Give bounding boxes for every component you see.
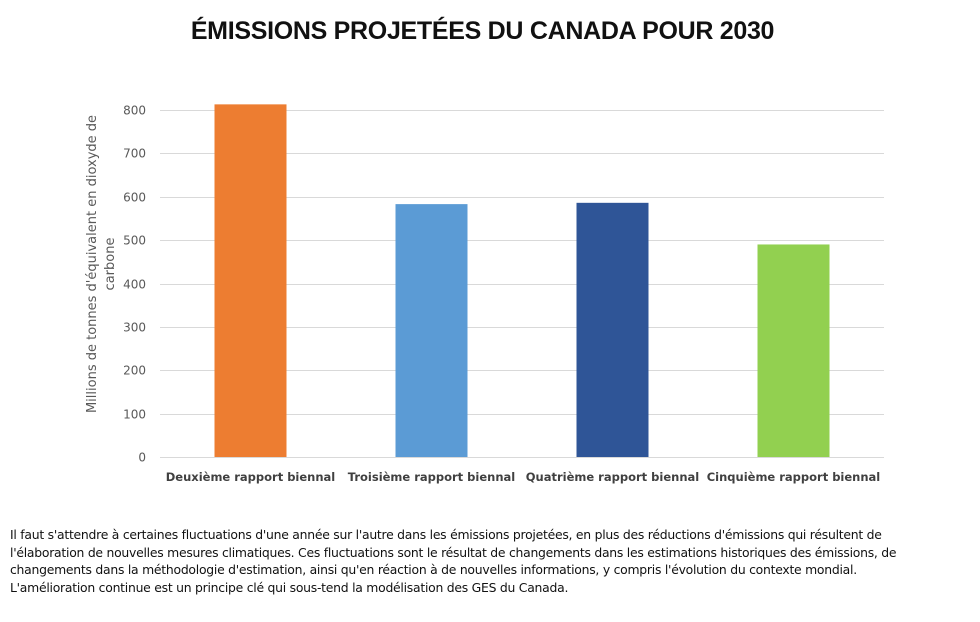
- x-category-label: Cinquième rapport biennal: [707, 470, 881, 484]
- y-tick-label: 500: [123, 234, 146, 248]
- bar-2: [395, 204, 468, 457]
- y-tick-label: 300: [123, 321, 146, 335]
- y-axis-label-line1: Millions de tonnes d'équivalent en dioxy…: [85, 115, 100, 413]
- y-axis-ticks: 0 100 200 300 400 500 600 700 800: [123, 104, 146, 465]
- y-tick-label: 100: [123, 408, 146, 422]
- caption-line: L'amélioration continue est un principe …: [10, 579, 569, 595]
- x-category-label: Deuxième rapport biennal: [166, 470, 336, 484]
- bar-1: [214, 104, 287, 457]
- caption: Il faut s'attendre à certaines fluctuati…: [10, 526, 975, 596]
- x-category-label: Quatrième rapport biennal: [526, 470, 699, 484]
- y-tick-label: 0: [138, 451, 146, 465]
- y-tick-label: 200: [123, 364, 146, 378]
- chart-title: ÉMISSIONS PROJETÉES DU CANADA POUR 2030: [190, 17, 775, 45]
- y-tick-label: 400: [123, 278, 146, 292]
- x-axis-categories: Deuxième rapport biennal Troisième rappor…: [166, 470, 881, 484]
- caption-line: changements dans la méthodologie d'estim…: [10, 562, 857, 577]
- y-tick-label: 700: [123, 147, 146, 161]
- bar-4: [757, 244, 830, 457]
- caption-line: Il faut s'attendre à certaines fluctuati…: [10, 527, 882, 542]
- y-tick-label: 600: [123, 191, 146, 205]
- y-tick-label: 800: [123, 104, 146, 118]
- bar-chart: 0 100 200 300 400 500 600 700 800 Deuxième rappo…: [85, 104, 884, 484]
- bars: [214, 104, 830, 457]
- bar-3: [576, 202, 649, 457]
- y-axis-label-line2: carbone: [103, 238, 118, 291]
- caption-line: l'élaboration de nouvelles mesures clima…: [10, 544, 897, 560]
- x-category-label: Troisième rapport biennal: [348, 470, 516, 484]
